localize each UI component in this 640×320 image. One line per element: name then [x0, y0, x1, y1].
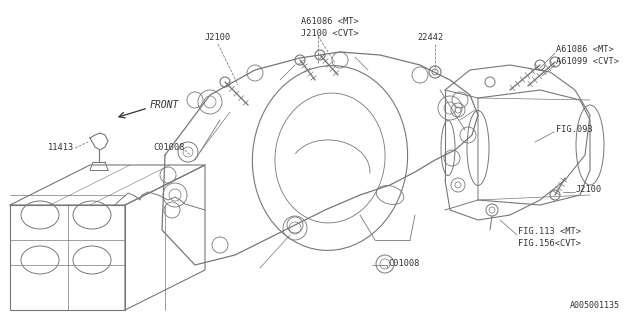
Text: FRONT: FRONT [150, 100, 179, 110]
Text: J2100: J2100 [576, 186, 602, 195]
Text: FIG.113 <MT>: FIG.113 <MT> [518, 228, 581, 236]
Text: J2100 <CVT>: J2100 <CVT> [301, 29, 359, 38]
Text: FIG.156<CVT>: FIG.156<CVT> [518, 239, 581, 249]
Text: J2100: J2100 [205, 34, 231, 43]
Text: A61099 <CVT>: A61099 <CVT> [556, 58, 619, 67]
Text: C01008: C01008 [154, 143, 185, 153]
Text: 22442: 22442 [417, 34, 443, 43]
Text: FIG.093: FIG.093 [556, 125, 593, 134]
Text: A61086 <MT>: A61086 <MT> [556, 45, 614, 54]
Text: C01008: C01008 [388, 260, 419, 268]
Text: 11413: 11413 [48, 143, 74, 153]
Text: A005001135: A005001135 [570, 301, 620, 310]
Text: A61086 <MT>: A61086 <MT> [301, 18, 359, 27]
